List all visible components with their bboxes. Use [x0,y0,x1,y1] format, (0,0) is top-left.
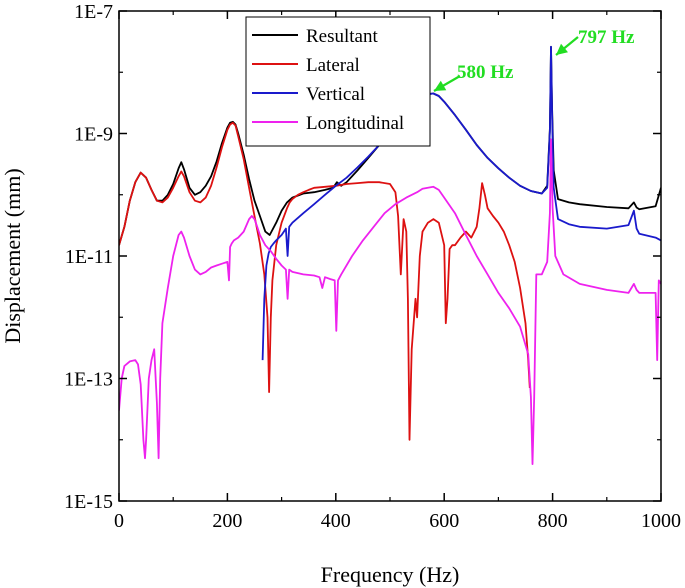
x-tick-label: 1000 [641,510,681,532]
annotation-arrow-head [556,43,568,55]
legend-label-vertical: Vertical [306,84,365,105]
x-axis-title: Frequency (Hz) [321,562,460,587]
annotation-label: 580 Hz [457,62,514,83]
legend-label-longitudinal: Longitudinal [306,113,404,134]
x-tick-label: 400 [321,510,351,532]
annotation-label: 797 Hz [578,27,635,48]
y-tick-label: 1E-11 [65,246,113,268]
legend-items: Resultant Lateral Vertical Longitudinal [252,26,404,134]
series-layer [119,45,661,465]
series-line-longitudinal [119,138,661,465]
legend-box [245,16,431,147]
y-tick-label: 1E-15 [64,491,113,513]
y-tick-label: 1E-9 [74,124,113,146]
annotation-arrow-head [434,80,447,91]
x-tick-label: 600 [429,510,459,532]
x-tick-label: 0 [114,510,124,532]
series-line-lateral [119,121,531,441]
tick-labels: 0 200 400 600 800 1000 1E-15 1E-13 1E-11 1E-9 1E-7 [64,1,681,532]
legend-label-lateral: Lateral [306,55,360,76]
legend: Resultant Lateral Vertical Longitudinal [245,16,431,147]
x-tick-label: 200 [212,510,242,532]
annotations: 580 Hz 797 Hz [433,27,635,92]
series-line-vertical [261,45,661,361]
y-tick-label: 1E-13 [64,369,113,391]
ticks-layer [118,10,662,502]
legend-label-resultant: Resultant [306,26,378,47]
x-tick-label: 800 [538,510,568,532]
y-axis-title: Displacement (mm) [0,168,25,343]
y-tick-label: 1E-7 [74,1,113,23]
